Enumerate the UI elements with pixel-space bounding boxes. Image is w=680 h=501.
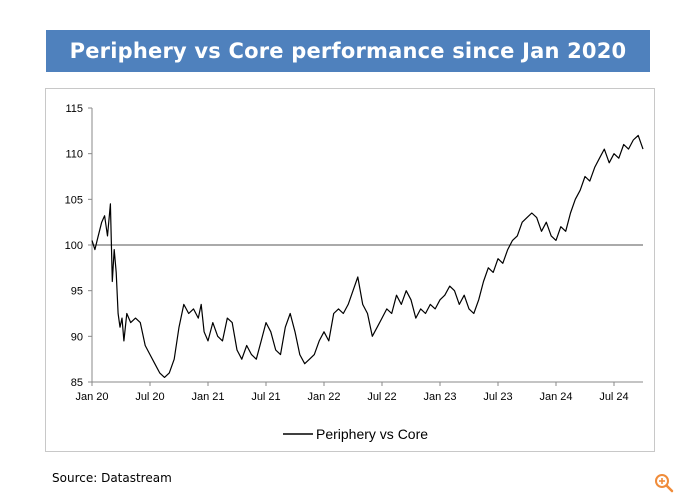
- x-tick-label: Jul 23: [483, 391, 512, 403]
- x-tick-label: Jan 21: [191, 391, 224, 403]
- x-tick-label: Jul 24: [599, 391, 628, 403]
- chart-frame: 85 90 95 100 105 110 115 Jan 20 Jul 20 Jan 21 Jul …: [45, 88, 655, 452]
- y-tick-label: 115: [65, 103, 83, 115]
- x-tick-label: Jul 22: [367, 391, 396, 403]
- y-tick-label: 105: [65, 194, 83, 206]
- x-tick-label: Jul 20: [135, 391, 164, 403]
- x-tick-label: Jan 20: [75, 391, 108, 403]
- chart-title-banner: Periphery vs Core performance since Jan …: [46, 30, 650, 72]
- x-tick-label: Jul 21: [251, 391, 280, 403]
- legend-label: Periphery vs Core: [316, 426, 428, 442]
- series-line-periphery-vs-core: [91, 134, 644, 378]
- x-tick-label: Jan 23: [423, 391, 456, 403]
- y-tick-label: 110: [65, 149, 83, 161]
- y-tick-label: 85: [71, 377, 83, 389]
- chart-title: Periphery vs Core performance since Jan …: [69, 39, 627, 63]
- y-tick-label: 100: [65, 240, 83, 252]
- y-tick-label: 95: [71, 286, 83, 298]
- source-note: Source: Datastream: [52, 471, 172, 485]
- line-chart: 85 90 95 100 105 110 115 Jan 20 Jul 20 Jan 21 Jul …: [65, 103, 644, 442]
- x-tick-label: Jan 22: [307, 391, 340, 403]
- zoom-in-icon[interactable]: [654, 473, 674, 493]
- x-tick-label: Jan 24: [539, 391, 572, 403]
- y-tick-label: 90: [71, 331, 83, 343]
